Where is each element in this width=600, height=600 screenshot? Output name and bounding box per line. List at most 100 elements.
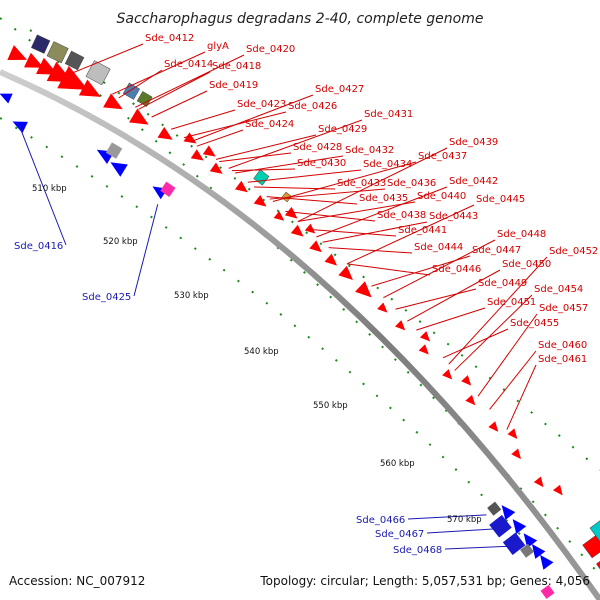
forward-gene-arrow — [129, 108, 149, 125]
forward-label-leader — [231, 168, 296, 172]
reverse-gene-arrow — [12, 121, 28, 134]
forward-label-leader — [407, 269, 501, 322]
forward-gene-arrow — [284, 206, 298, 219]
forward-gene-label: Sde_0414 — [164, 59, 213, 70]
scale-tick-label: 550 kbp — [313, 401, 348, 411]
forward-gene-arrow — [377, 302, 388, 313]
forward-gene-arrow — [273, 211, 285, 221]
forward-label-leader — [247, 169, 362, 183]
forward-gene-label: Sde_0438 — [377, 210, 426, 221]
forward-gene-arrow — [234, 180, 248, 193]
forward-label-leader — [395, 288, 477, 310]
reverse-gene-arrow — [523, 533, 538, 549]
reverse-label-leader — [444, 545, 511, 550]
forward-gene-label: Sde_0457 — [539, 303, 588, 314]
forward-gene-label: Sde_0434 — [363, 159, 412, 170]
reverse-feature-box — [520, 543, 535, 558]
forward-gene-arrow — [465, 394, 476, 406]
forward-label-leader — [454, 294, 533, 371]
scale-tick-label: 560 kbp — [380, 459, 415, 469]
forward-gene-label: glyA — [207, 41, 229, 52]
forward-label-leader — [489, 350, 537, 410]
forward-gene-arrow — [190, 149, 204, 161]
reverse-gene-arrow — [512, 519, 527, 534]
forward-gene-label: Sde_0444 — [414, 242, 463, 253]
forward-gene-arrow — [419, 331, 431, 342]
forward-label-leader — [346, 263, 431, 276]
forward-label-leader — [228, 119, 363, 169]
feature-box — [136, 91, 153, 107]
forward-label-leader — [371, 255, 471, 287]
forward-gene-label: Sde_0446 — [432, 264, 481, 275]
forward-gene-label: Sde_0427 — [315, 84, 364, 95]
forward-label-leader — [112, 51, 206, 95]
scale-tick-label: 570 kbp — [447, 515, 482, 525]
forward-gene-arrow — [355, 281, 372, 298]
forward-label-leader — [346, 204, 475, 265]
forward-gene-label: Sde_0450 — [502, 259, 551, 270]
feature-box — [85, 60, 111, 86]
forward-gene-label: Sde_0419 — [209, 80, 258, 91]
feature-box — [596, 554, 600, 578]
forward-gene-label: Sde_0418 — [212, 61, 261, 72]
forward-gene-arrow — [202, 145, 216, 157]
forward-gene-arrow — [488, 421, 499, 432]
forward-gene-label: Sde_0435 — [359, 193, 408, 204]
forward-gene-arrow — [24, 52, 44, 68]
reverse-feature-box — [487, 501, 502, 516]
forward-label-leader — [151, 90, 208, 118]
forward-label-leader — [215, 134, 317, 160]
forward-gene-label: Sde_0454 — [534, 284, 583, 295]
forward-label-leader — [190, 94, 314, 143]
forward-gene-label: Sde_0430 — [297, 158, 346, 169]
forward-gene-label: Sde_0428 — [293, 142, 342, 153]
reverse-feature-box — [160, 181, 176, 197]
reverse-gene-arrow — [531, 543, 546, 559]
accession-label: Accession: NC_007912 — [9, 574, 146, 588]
forward-gene-label: Sde_0448 — [497, 229, 546, 240]
feature-box — [46, 41, 69, 64]
reverse-label-leader — [133, 204, 159, 297]
forward-gene-arrow — [338, 265, 353, 280]
reverse-gene-label: Sde_0467 — [375, 529, 424, 540]
forward-label-leader — [135, 54, 245, 108]
reverse-gene-arrow — [110, 162, 128, 177]
feature-box — [253, 169, 270, 186]
reverse-gene-arrow — [540, 554, 554, 570]
forward-gene-label: Sde_0439 — [449, 137, 498, 148]
forward-label-leader — [328, 247, 413, 254]
reverse-gene-label: Sde_0466 — [356, 515, 405, 526]
forward-label-leader — [285, 210, 376, 222]
forward-label-leader — [272, 161, 417, 202]
forward-gene-label: Sde_0443 — [429, 211, 478, 222]
forward-gene-arrow — [7, 45, 28, 60]
map-title: Saccharophagus degradans 2-40, complete … — [117, 11, 484, 27]
forward-gene-label: Sde_0424 — [245, 119, 294, 130]
forward-gene-label: Sde_0445 — [476, 194, 525, 205]
forward-gene-arrow — [507, 428, 518, 439]
forward-label-leader — [219, 152, 292, 163]
forward-label-leader — [307, 228, 397, 237]
forward-gene-label: Sde_0423 — [237, 99, 286, 110]
forward-gene-arrow — [511, 448, 522, 460]
genome-backbone — [0, 69, 600, 600]
scale-tick-label: 530 kbp — [174, 291, 209, 301]
forward-label-leader — [297, 147, 448, 222]
forward-gene-arrow — [552, 484, 563, 496]
forward-label-leader — [138, 71, 211, 110]
forward-gene-label: Sde_0442 — [449, 176, 498, 187]
forward-gene-label: Sde_0452 — [549, 246, 598, 257]
scale-tick-label: 510 kbp — [32, 184, 67, 194]
forward-gene-label: Sde_0460 — [538, 340, 587, 351]
forward-gene-label: Sde_0455 — [510, 318, 559, 329]
reverse-feature-box — [540, 584, 555, 599]
forward-gene-label: Sde_0449 — [478, 278, 527, 289]
forward-label-leader — [448, 256, 548, 365]
forward-gene-label: Sde_0441 — [398, 225, 447, 236]
forward-gene-label: Sde_0412 — [145, 33, 194, 44]
scale-tick-label: 520 kbp — [103, 237, 138, 247]
reverse-gene-label: Sde_0468 — [393, 545, 442, 556]
forward-gene-arrow — [394, 320, 406, 331]
